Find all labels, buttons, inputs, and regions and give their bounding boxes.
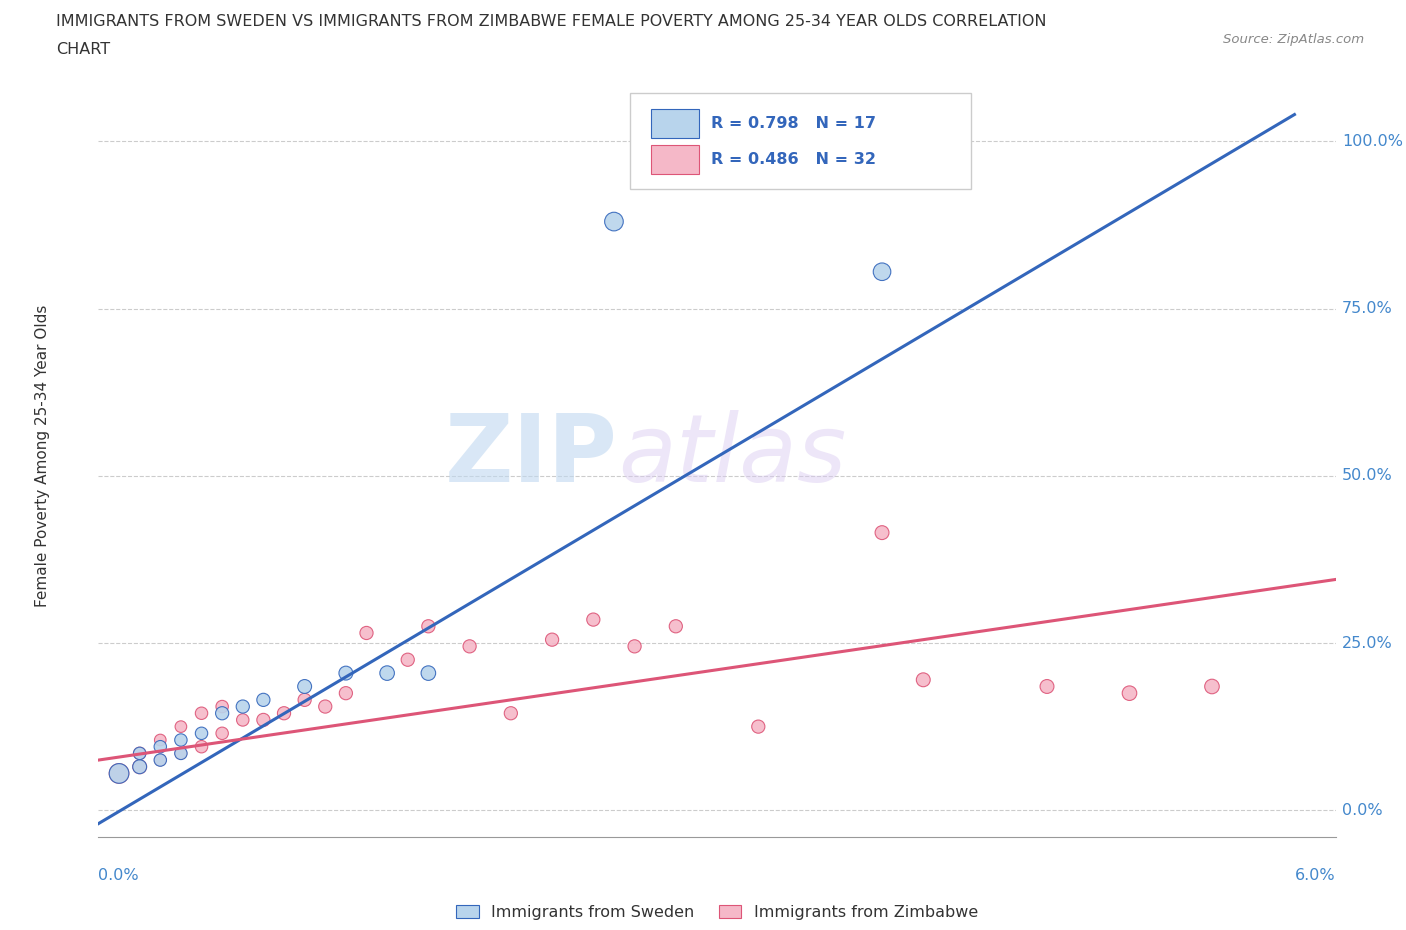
- Text: IMMIGRANTS FROM SWEDEN VS IMMIGRANTS FROM ZIMBABWE FEMALE POVERTY AMONG 25-34 YE: IMMIGRANTS FROM SWEDEN VS IMMIGRANTS FRO…: [56, 14, 1046, 29]
- Point: [211, 706, 233, 721]
- Point: [273, 706, 295, 721]
- Point: [170, 746, 193, 761]
- Text: CHART: CHART: [56, 42, 110, 57]
- Point: [252, 712, 274, 727]
- Text: 0.0%: 0.0%: [1341, 803, 1382, 817]
- Text: 25.0%: 25.0%: [1341, 635, 1392, 650]
- Point: [912, 672, 935, 687]
- Point: [128, 746, 150, 761]
- Text: Source: ZipAtlas.com: Source: ZipAtlas.com: [1223, 33, 1364, 46]
- Point: [870, 525, 893, 540]
- Point: [108, 766, 131, 781]
- Point: [418, 618, 440, 633]
- Bar: [651, 109, 699, 138]
- Point: [170, 746, 193, 761]
- Text: 75.0%: 75.0%: [1341, 301, 1392, 316]
- Point: [582, 612, 605, 627]
- Point: [665, 618, 688, 633]
- Point: [458, 639, 481, 654]
- Text: 0.0%: 0.0%: [98, 868, 139, 883]
- Point: [149, 752, 172, 767]
- Point: [1201, 679, 1223, 694]
- Point: [870, 264, 893, 279]
- Point: [335, 685, 357, 700]
- Point: [190, 706, 212, 721]
- Point: [252, 693, 274, 708]
- Text: ZIP: ZIP: [446, 410, 619, 501]
- Point: [294, 693, 316, 708]
- Text: R = 0.486   N = 32: R = 0.486 N = 32: [711, 153, 876, 167]
- Point: [335, 666, 357, 681]
- Point: [211, 699, 233, 714]
- Point: [623, 639, 645, 654]
- Point: [375, 666, 398, 681]
- Point: [170, 719, 193, 734]
- Text: 100.0%: 100.0%: [1341, 134, 1403, 149]
- Point: [128, 746, 150, 761]
- Point: [108, 766, 131, 781]
- Point: [128, 759, 150, 774]
- Point: [396, 652, 419, 667]
- Point: [356, 626, 378, 641]
- Text: 6.0%: 6.0%: [1295, 868, 1336, 883]
- Bar: [651, 145, 699, 174]
- Point: [747, 719, 769, 734]
- Point: [232, 699, 254, 714]
- Text: 50.0%: 50.0%: [1341, 469, 1392, 484]
- Point: [1036, 679, 1059, 694]
- Point: [170, 733, 193, 748]
- Text: R = 0.798   N = 17: R = 0.798 N = 17: [711, 115, 876, 131]
- Point: [1118, 685, 1140, 700]
- Point: [232, 712, 254, 727]
- FancyBboxPatch shape: [630, 94, 970, 189]
- Point: [603, 214, 626, 229]
- Point: [499, 706, 522, 721]
- Point: [149, 733, 172, 748]
- Text: Female Poverty Among 25-34 Year Olds: Female Poverty Among 25-34 Year Olds: [35, 304, 51, 607]
- Point: [149, 739, 172, 754]
- Point: [541, 632, 564, 647]
- Point: [190, 726, 212, 741]
- Point: [294, 679, 316, 694]
- Text: atlas: atlas: [619, 410, 846, 501]
- Point: [190, 739, 212, 754]
- Point: [211, 726, 233, 741]
- Legend: Immigrants from Sweden, Immigrants from Zimbabwe: Immigrants from Sweden, Immigrants from …: [450, 898, 984, 926]
- Point: [149, 752, 172, 767]
- Point: [418, 666, 440, 681]
- Point: [314, 699, 336, 714]
- Point: [128, 759, 150, 774]
